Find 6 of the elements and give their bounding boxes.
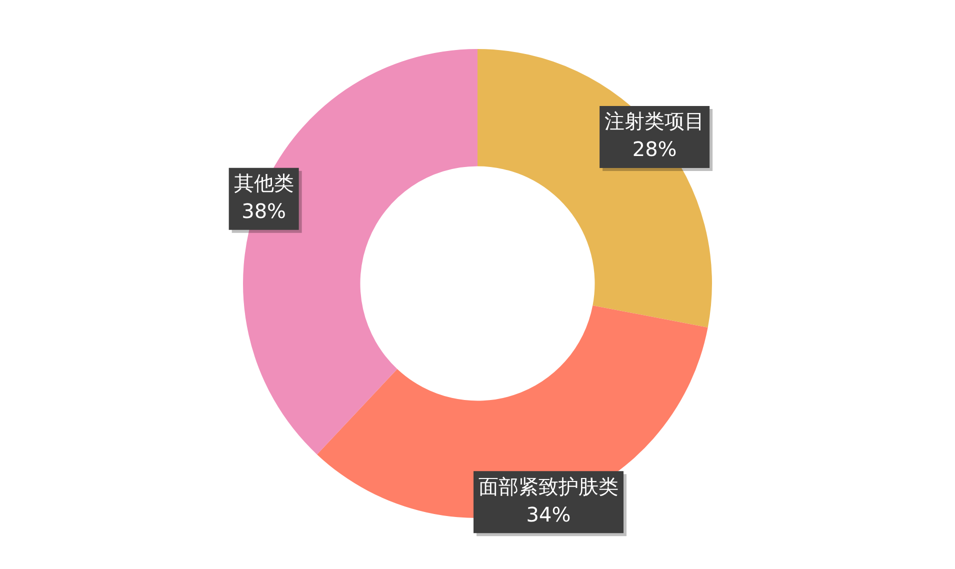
data-label: 28% xyxy=(632,137,677,162)
data-label: 34% xyxy=(526,502,571,526)
data-label: 38% xyxy=(242,199,286,224)
slice-label: 注射类项目 xyxy=(604,109,705,134)
slice-label: 面部紧致护肤类 xyxy=(478,474,619,498)
slice-label: 其他类 xyxy=(234,171,294,196)
